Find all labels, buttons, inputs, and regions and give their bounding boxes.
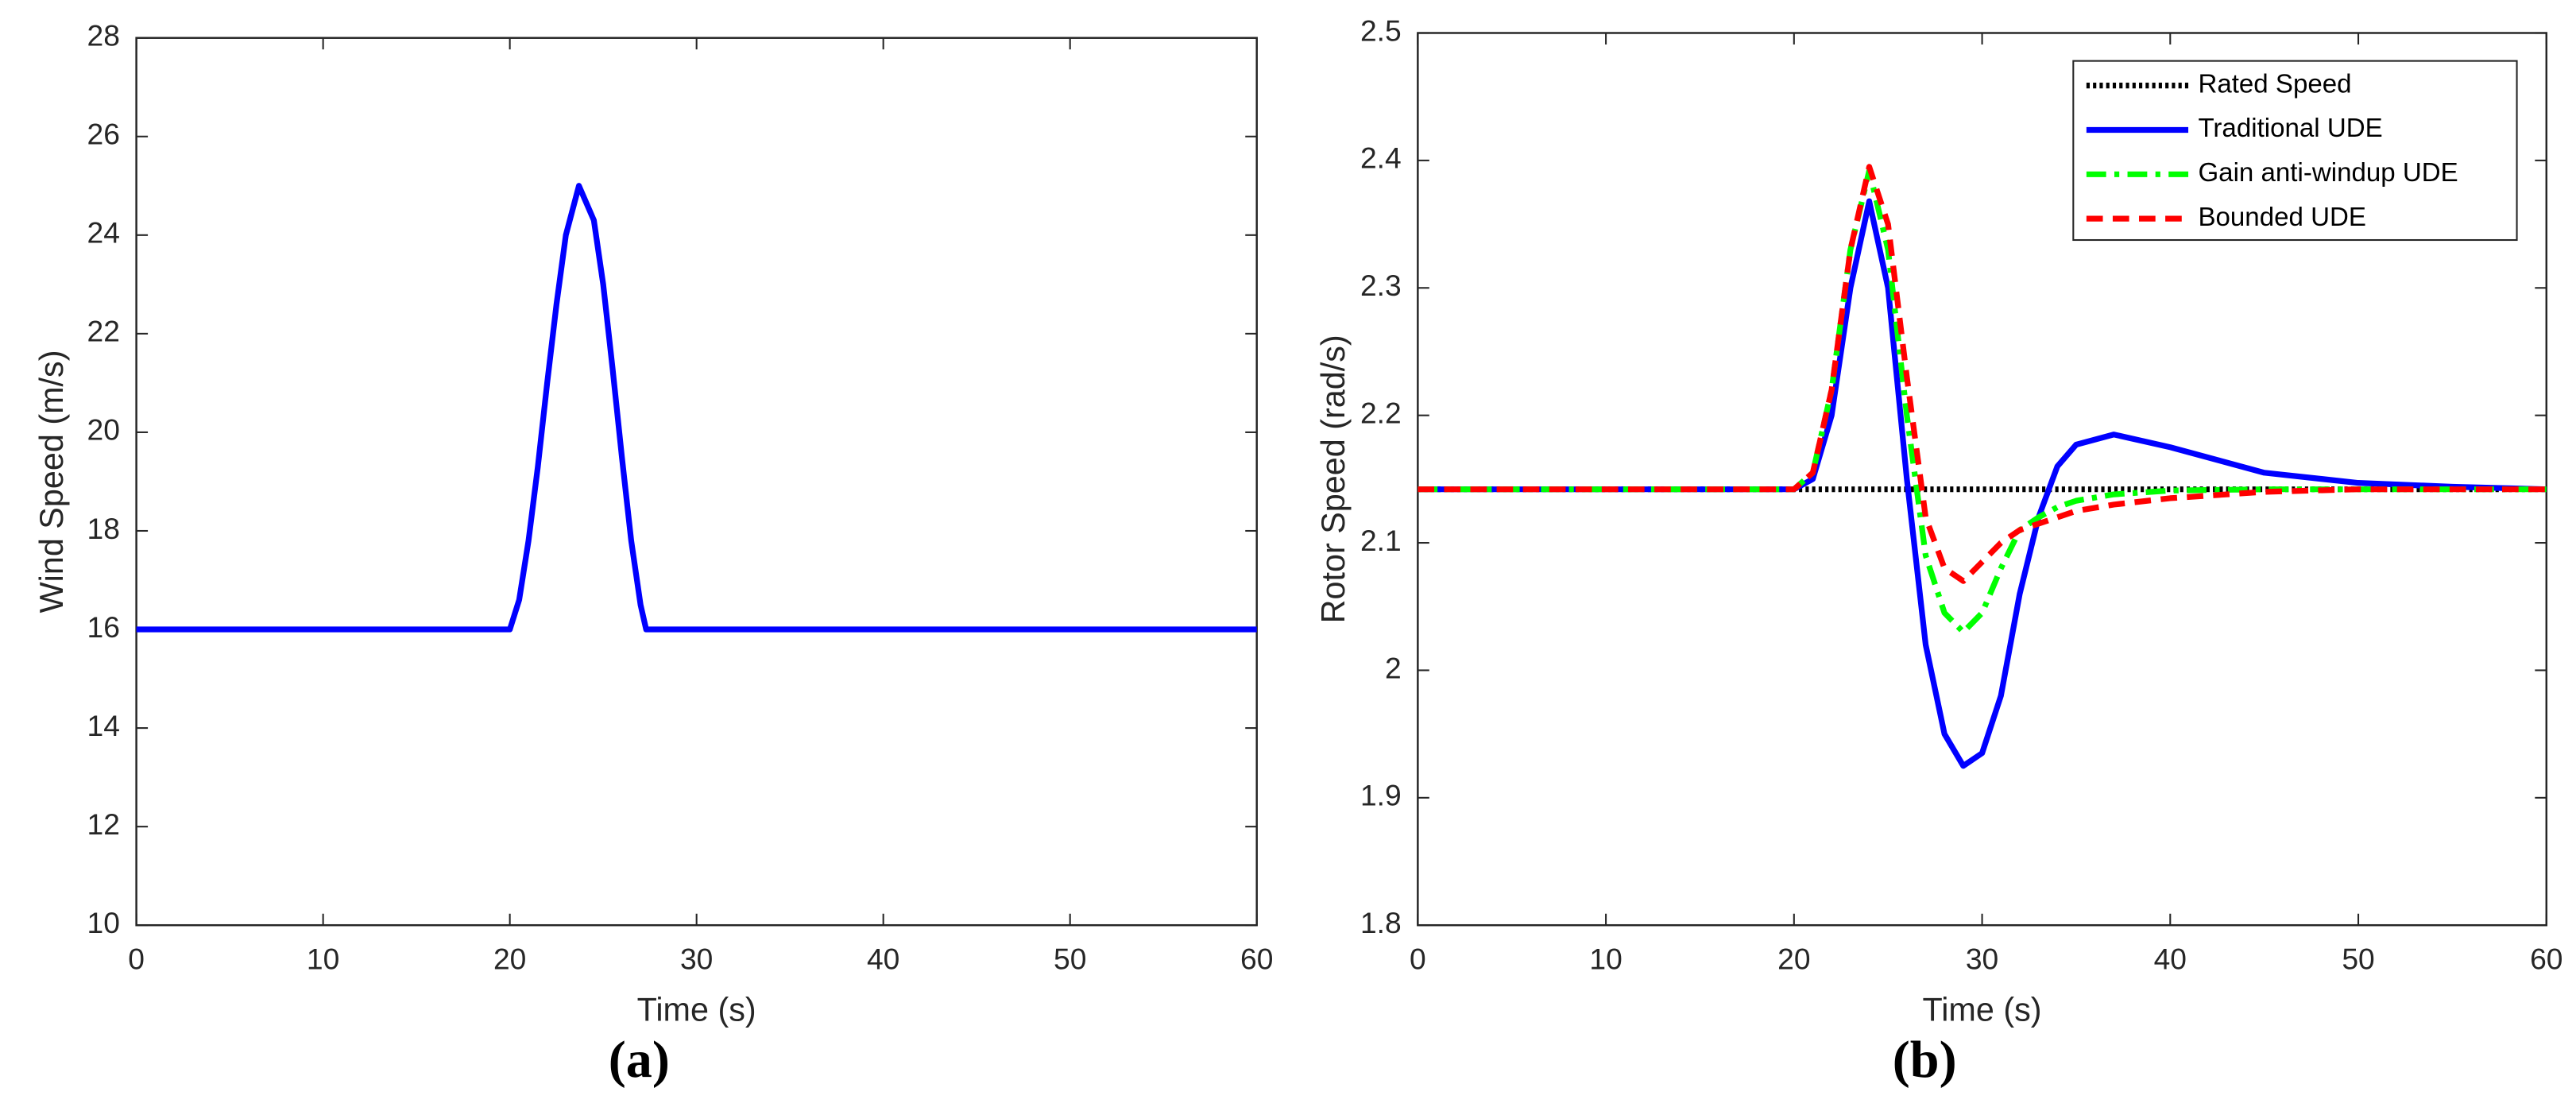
y-tick-label: 18	[87, 512, 120, 545]
y-tick-label: 16	[87, 610, 120, 644]
legend-label: Traditional UDE	[2198, 114, 2382, 143]
y-tick-label: 2.3	[1360, 269, 1402, 302]
x-tick-label: 0	[1410, 943, 1426, 976]
x-axis-label: Time (s)	[1923, 992, 2042, 1028]
y-tick-label: 10	[87, 906, 120, 939]
series-line	[136, 183, 1257, 633]
x-tick-label: 10	[1589, 943, 1622, 976]
y-tick-label: 2.2	[1360, 396, 1402, 429]
legend-label: Bounded UDE	[2198, 203, 2365, 232]
y-tick-label: 22	[87, 315, 120, 348]
y-tick-label: 12	[87, 807, 120, 841]
y-tick-label: 2.5	[1360, 14, 1402, 47]
x-tick-label: 50	[2342, 943, 2374, 976]
panel-label: (b)	[1893, 1031, 1957, 1089]
panel-label: (a)	[609, 1031, 670, 1089]
y-tick-label: 2.1	[1360, 524, 1402, 557]
x-tick-label: 20	[1777, 943, 1810, 976]
y-tick-label: 20	[87, 413, 120, 447]
y-tick-label: 14	[87, 709, 120, 742]
x-tick-label: 60	[2530, 943, 2562, 976]
y-tick-label: 2	[1385, 651, 1402, 684]
x-tick-label: 40	[867, 943, 899, 976]
x-tick-label: 10	[307, 943, 339, 976]
x-tick-label: 40	[2154, 943, 2187, 976]
x-tick-label: 20	[493, 943, 526, 976]
y-tick-label: 24	[87, 216, 120, 250]
legend-label: Gain anti-windup UDE	[2198, 158, 2458, 188]
x-tick-label: 0	[128, 943, 145, 976]
y-tick-label: 26	[87, 118, 120, 151]
x-tick-label: 30	[680, 943, 713, 976]
x-axis-label: Time (s)	[637, 992, 756, 1028]
x-tick-label: 50	[1054, 943, 1086, 976]
y-axis-label: Rotor Speed (rad/s)	[1315, 335, 1352, 623]
x-tick-label: 60	[1240, 943, 1273, 976]
plot-area	[135, 37, 1258, 927]
y-tick-label: 2.4	[1360, 141, 1402, 175]
legend-box	[2072, 60, 2518, 242]
y-tick-label: 28	[87, 19, 120, 52]
x-tick-label: 30	[1966, 943, 1998, 976]
y-axis-label: Wind Speed (m/s)	[33, 350, 70, 614]
y-tick-label: 1.9	[1360, 779, 1402, 812]
series-line	[1418, 164, 2547, 584]
legend-label: Rated Speed	[2198, 69, 2351, 99]
y-tick-label: 1.8	[1360, 906, 1402, 939]
series-line	[1418, 198, 2547, 769]
